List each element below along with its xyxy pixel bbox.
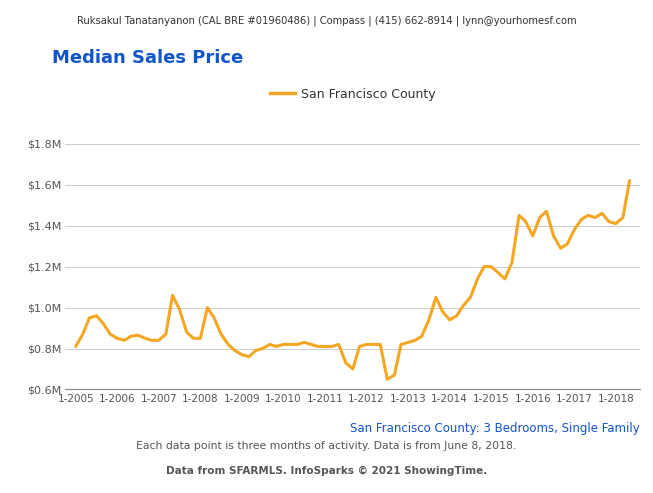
Text: Data from SFARMLS. InfoSparks © 2021 ShowingTime.: Data from SFARMLS. InfoSparks © 2021 Sho… (166, 466, 487, 476)
Text: Ruksakul Tanatanyanon (CAL BRE #01960486) | Compass | (415) 662-8914 | lynn@your: Ruksakul Tanatanyanon (CAL BRE #01960486… (76, 15, 577, 26)
Text: San Francisco County: 3 Bedrooms, Single Family: San Francisco County: 3 Bedrooms, Single… (350, 422, 640, 434)
Legend: San Francisco County: San Francisco County (264, 83, 441, 106)
Text: Median Sales Price: Median Sales Price (52, 48, 244, 67)
Text: Each data point is three months of activity. Data is from June 8, 2018.: Each data point is three months of activ… (136, 441, 517, 451)
